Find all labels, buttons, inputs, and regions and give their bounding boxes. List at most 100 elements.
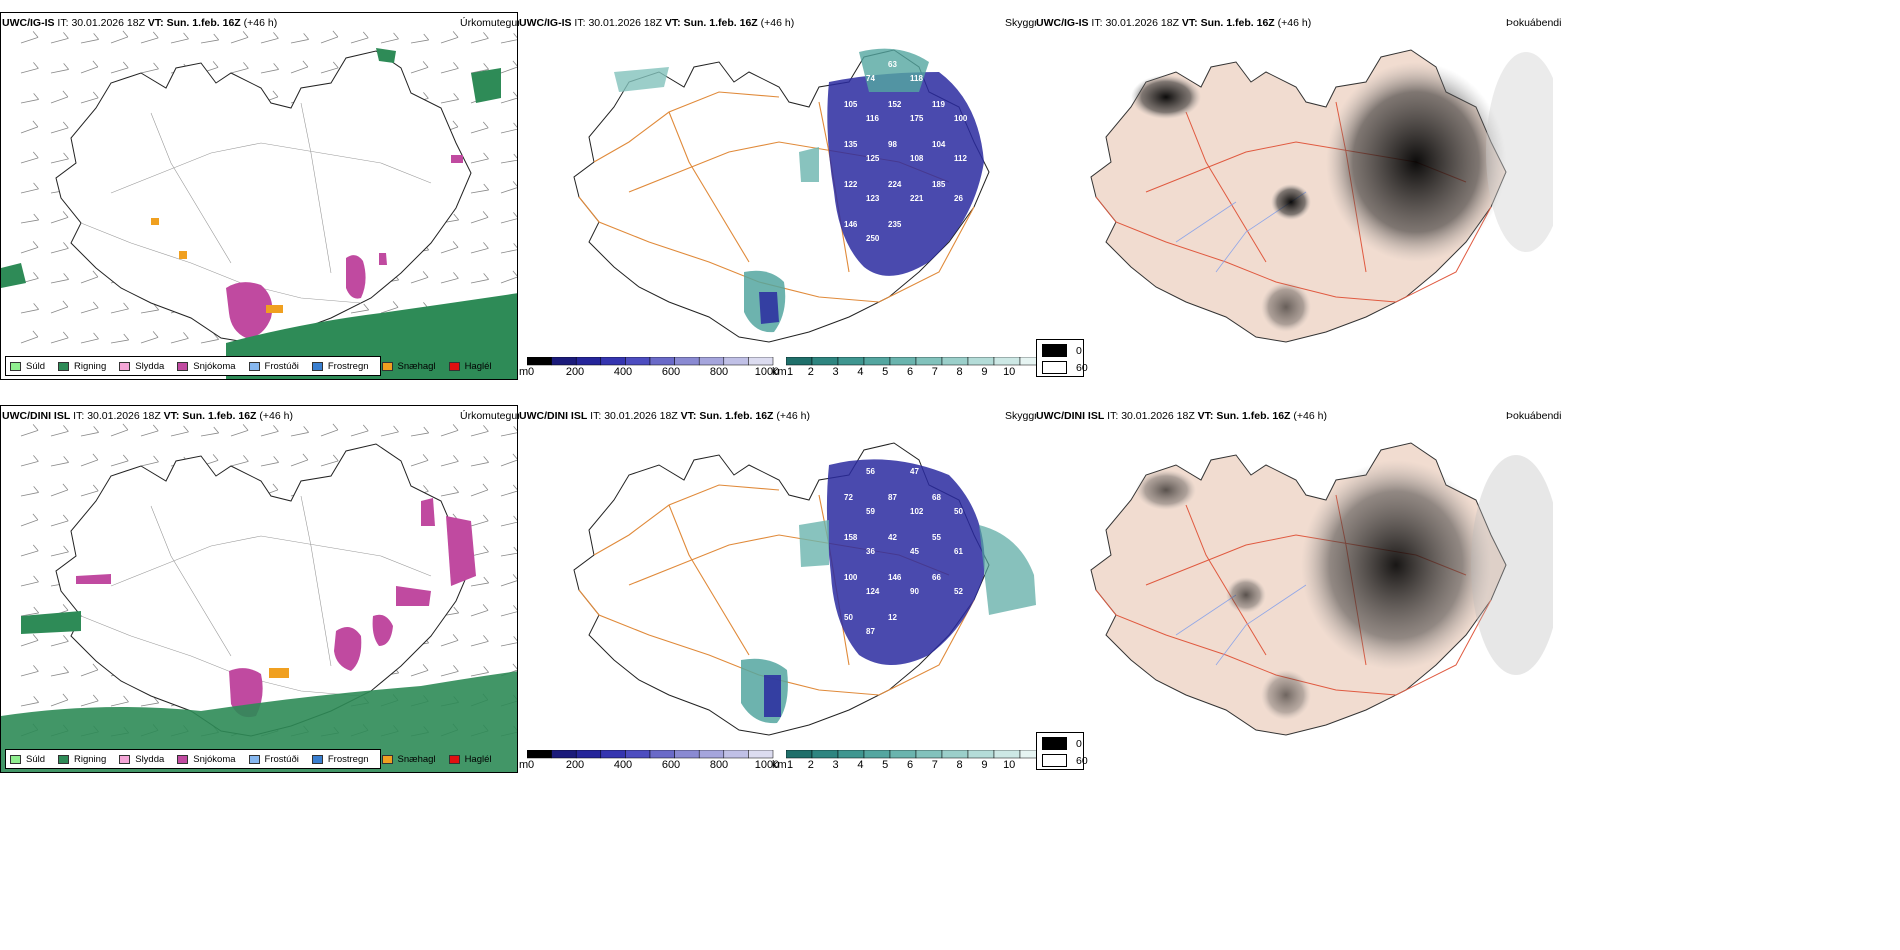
wind-barb [350, 424, 369, 437]
fog-legend-row1: 0 60 [1036, 339, 1088, 377]
visibility-value-label: 122 [844, 180, 858, 189]
wind-barb [80, 33, 99, 44]
panel-title-visibility-row1: Skyggni [1005, 17, 1043, 29]
wind-barb [500, 91, 517, 104]
wind-barb [50, 331, 69, 344]
wind-barb [470, 456, 489, 467]
wind-barb [80, 484, 99, 497]
colorbar-segment [967, 357, 995, 366]
wind-barb [470, 273, 489, 284]
colorbar-segment [811, 750, 839, 759]
wind-barb [380, 301, 399, 314]
visibility-value-label: 45 [910, 547, 919, 556]
colorbar-m-swatches [527, 750, 774, 759]
colorbar-tick-label: 1000 [754, 759, 780, 771]
legend-label: Frostregn [327, 753, 369, 765]
wind-barb [20, 31, 39, 44]
colorbar-segment [674, 750, 700, 759]
precip-legend-row1: Súld Rigning Slydda Snjókoma Frostúði Frostre… [5, 356, 492, 376]
legend-item-haglél: Haglél [448, 754, 492, 765]
legend-label: Snæhagl [397, 753, 436, 765]
colorbar-tick-label: 600 [661, 759, 681, 771]
fog-legend-row: 60 [1042, 361, 1088, 374]
colorbar-unit-m: m [519, 759, 529, 771]
wind-barb [440, 455, 459, 467]
visibility-value-label: 87 [866, 627, 875, 636]
colorbar-tick-label: 10 [1003, 759, 1016, 771]
legend-item-slydda: Slydda [119, 754, 164, 765]
wind-barb [20, 241, 39, 254]
wind-barb [260, 32, 279, 44]
visibility-value-label: 235 [888, 220, 902, 229]
colorbar-segment [674, 357, 700, 366]
legend-item-frostregn: Frostregn [311, 361, 369, 372]
colorbar-segment [967, 750, 995, 759]
legend-swatch [177, 361, 189, 371]
wind-barb [20, 513, 39, 527]
legend-swatch [448, 754, 460, 764]
wind-barb [440, 31, 459, 44]
fog-legend-row: 0 [1042, 737, 1082, 750]
colorbar-segment [575, 357, 602, 366]
colorbar-segment [915, 750, 943, 759]
wind-barb [20, 120, 39, 134]
visibility-labels: 139 56 70 47 91 123 72 59 87 102 68 50 158 36 42 45 55 61… [844, 453, 968, 636]
wind-barb [50, 456, 69, 467]
iceland-map-precip-row2 [1, 423, 517, 772]
visibility-value-label: 118 [910, 74, 923, 83]
visibility-value-label: 108 [910, 154, 924, 163]
visibility-value-label: 72 [844, 493, 853, 502]
colorbar-km-swatches [786, 357, 1047, 366]
wind-barb [80, 663, 99, 677]
wind-barb [20, 62, 39, 74]
run-header-row2-fog: UWC/DINI ISL IT: 30.01.2026 18Z VT: Sun.… [1036, 410, 1327, 422]
wind-barb [20, 606, 40, 617]
fog-legend-row2: 0 60 [1036, 732, 1088, 770]
wind-barb [470, 635, 489, 647]
legend-swatch [311, 361, 323, 371]
wind-barb [20, 544, 39, 557]
wind-barb [500, 574, 517, 587]
visibility-value-label: 119 [932, 100, 945, 109]
wind-barb [50, 63, 69, 74]
wind-barb [320, 61, 339, 74]
wind-barb [500, 153, 517, 164]
wind-barb [470, 121, 489, 134]
legend-item-rigning: Rigning [58, 361, 106, 372]
legend-item-súld: Súld [10, 754, 45, 765]
wind-barb [500, 33, 517, 44]
visibility-value-label: 66 [932, 573, 941, 582]
wind-barb [500, 60, 517, 74]
wind-barb [80, 301, 99, 314]
fog-panel-row1: 0 60 [1036, 12, 1553, 380]
colorbar-segment [889, 750, 917, 759]
iceland-map-precip-row1 [1, 30, 517, 379]
wind-barb [260, 425, 279, 437]
wind-barb [320, 454, 339, 467]
visibility-value-label: 91 [932, 453, 941, 462]
visibility-value-label: 42 [888, 533, 897, 542]
wind-barb [80, 694, 99, 707]
wind-barb [80, 332, 99, 344]
colorbar-segment [837, 750, 865, 759]
colorbar-segment [837, 357, 865, 366]
colorbar-unit-km: km [772, 759, 787, 771]
colorbar-m-row2: m 0 200 400 600 800 1000 [519, 750, 779, 774]
wind-barb [500, 212, 517, 224]
precip-type-panel-row1: Súld Rigning Slydda Snjókoma Frostúði Frostre… [0, 12, 518, 380]
wind-barb [260, 456, 279, 467]
wind-barb [140, 455, 159, 467]
legend-swatch [177, 754, 189, 764]
colorbar-segment [748, 750, 774, 759]
iceland-map-visibility-row1: 452 74 63 118 107 129 105 116 152 175 119 100 135 125… [573, 48, 990, 343]
wind-barb [500, 243, 517, 254]
legend-item-slydda: Slydda [119, 361, 164, 372]
wind-barb [470, 63, 489, 74]
colorbar-tick-label: 1 [786, 759, 794, 771]
visibility-value-label: 146 [844, 220, 858, 229]
wind-barb [350, 31, 369, 44]
visibility-value-label: 61 [954, 547, 963, 556]
visibility-value-label: 250 [866, 234, 880, 243]
visibility-value-label: 102 [910, 507, 924, 516]
colorbar-tick-label: 1000 [754, 366, 780, 378]
